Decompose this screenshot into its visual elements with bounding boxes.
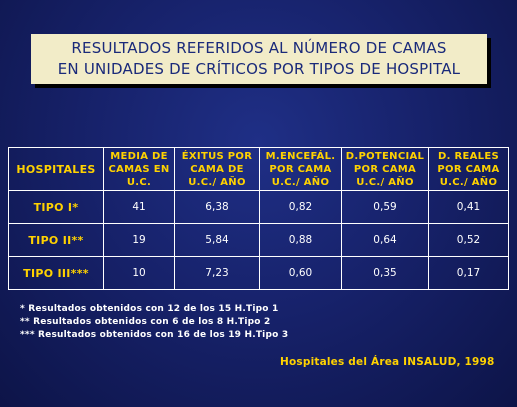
header-line: ÉXITUS POR [181,150,253,162]
footnote-tipo-1: * Resultados obtenidos con 12 de los 15 … [20,304,279,314]
table-row: TIPO III*** 10 7,23 0,60 0,35 0,17 [8,256,509,290]
title-box: RESULTADOS REFERIDOS AL NÚMERO DE CAMAS … [31,34,487,84]
cell-value: 0,52 [428,223,509,257]
header-hospitales: HOSPITALES [8,147,104,191]
table-row: TIPO II** 19 5,84 0,88 0,64 0,52 [8,223,509,257]
footnote-tipo-2: ** Resultados obtenidos con 6 de los 8 H… [20,317,271,327]
header-exitus: ÉXITUS POR CAMA DE U.C./ AÑO [174,147,260,191]
results-table: HOSPITALES MEDIA DE CAMAS EN U.C. ÉXITUS… [8,147,509,290]
cell-value: 0,64 [341,223,429,257]
header-line: U.C./ AÑO [356,176,414,188]
header-line: CAMA DE [190,163,244,175]
table-row: TIPO I* 41 6,38 0,82 0,59 0,41 [8,190,509,224]
header-muerte-encefalica: M.ENCEFÁL. POR CAMA U.C./ AÑO [259,147,342,191]
header-line: MEDIA DE [110,150,168,162]
cell-value: 0,59 [341,190,429,224]
cell-value: 7,23 [174,256,260,290]
row-label-tipo-2: TIPO II** [8,223,104,257]
footnote-tipo-3: *** Resultados obtenidos con 16 de los 1… [20,330,289,340]
cell-value: 0,88 [259,223,342,257]
header-donantes-reales: D. REALES POR CAMA U.C./ AÑO [428,147,509,191]
header-line: U.C./ AÑO [271,176,330,188]
source-note: Hospitales del Área INSALUD, 1998 [280,356,495,368]
header-media-camas: MEDIA DE CAMAS EN U.C. [103,147,175,191]
cell-value: 0,82 [259,190,342,224]
footnotes: * Resultados obtenidos con 12 de los 15 … [20,303,288,342]
cell-value: 0,17 [428,256,509,290]
cell-value: 41 [103,190,175,224]
cell-value: 5,84 [174,223,260,257]
header-line: POR CAMA [353,163,417,175]
row-label-tipo-1: TIPO I* [8,190,104,224]
header-line: CAMAS EN [108,163,170,175]
cell-value: 0,60 [259,256,342,290]
header-line: D. REALES [438,150,499,162]
cell-value: 19 [103,223,175,257]
title-line-1: RESULTADOS REFERIDOS AL NÚMERO DE CAMAS [71,39,447,57]
header-line: U.C./ AÑO [439,176,498,188]
cell-value: 6,38 [174,190,260,224]
header-line: POR CAMA [269,163,332,175]
header-line: POR CAMA [437,163,500,175]
title-line-2: EN UNIDADES DE CRÍTICOS POR TIPOS DE HOS… [57,60,461,78]
header-line: U.C. [126,176,152,188]
header-line: M.ENCEFÁL. [265,150,336,162]
header-line: U.C./ AÑO [188,176,246,188]
table-header-row: HOSPITALES MEDIA DE CAMAS EN U.C. ÉXITUS… [8,147,509,191]
cell-value: 10 [103,256,175,290]
row-label-tipo-3: TIPO III*** [8,256,104,290]
cell-value: 0,35 [341,256,429,290]
header-line: D.POTENCIAL [345,150,425,162]
header-donantes-potenciales: D.POTENCIAL POR CAMA U.C./ AÑO [341,147,429,191]
cell-value: 0,41 [428,190,509,224]
